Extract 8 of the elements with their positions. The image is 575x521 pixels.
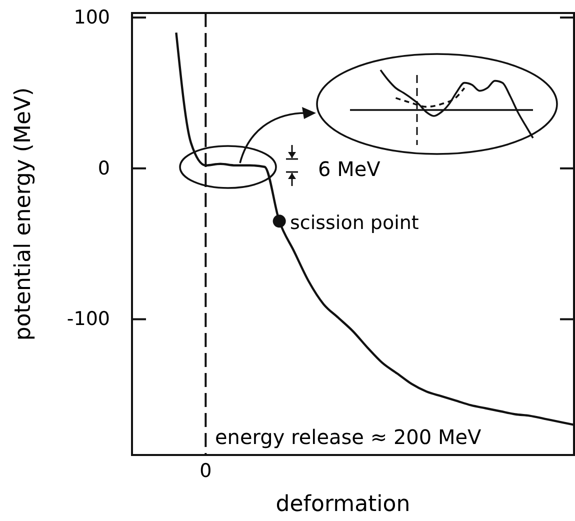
y-tick-label: 100 [74, 6, 110, 29]
y-tick-label: -100 [66, 308, 110, 330]
annotation: 6 MeV [318, 157, 381, 181]
annotation: energy release ≈ 200 MeV [215, 425, 482, 449]
y-axis-title: potential energy (MeV) [11, 87, 36, 341]
x-axis-title: deformation [276, 492, 410, 517]
y-tick-label: 0 [98, 157, 110, 180]
annotation: scission point [290, 212, 419, 234]
